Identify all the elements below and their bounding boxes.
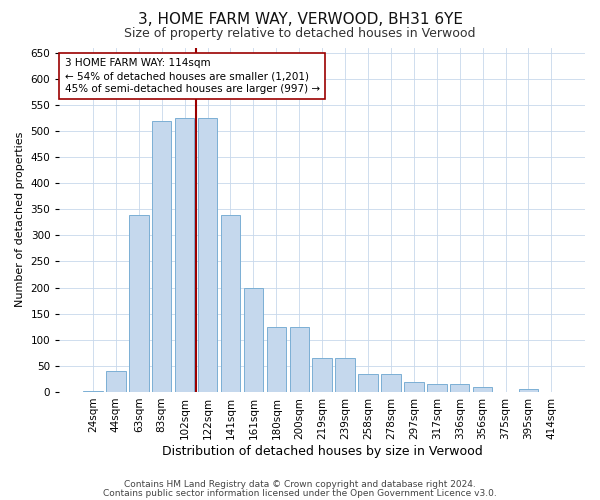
- Bar: [221, 214, 240, 392]
- Bar: [381, 374, 401, 392]
- Bar: [106, 371, 125, 392]
- Text: 3 HOME FARM WAY: 114sqm
← 54% of detached houses are smaller (1,201)
45% of semi: 3 HOME FARM WAY: 114sqm ← 54% of detache…: [65, 58, 320, 94]
- Bar: [129, 214, 149, 392]
- Bar: [427, 384, 446, 392]
- Text: Contains HM Land Registry data © Crown copyright and database right 2024.: Contains HM Land Registry data © Crown c…: [124, 480, 476, 489]
- Bar: [519, 390, 538, 392]
- Bar: [198, 118, 217, 392]
- Bar: [266, 326, 286, 392]
- Bar: [152, 120, 172, 392]
- Bar: [450, 384, 469, 392]
- Bar: [244, 288, 263, 392]
- Y-axis label: Number of detached properties: Number of detached properties: [15, 132, 25, 308]
- Bar: [473, 386, 493, 392]
- X-axis label: Distribution of detached houses by size in Verwood: Distribution of detached houses by size …: [162, 444, 482, 458]
- Text: 3, HOME FARM WAY, VERWOOD, BH31 6YE: 3, HOME FARM WAY, VERWOOD, BH31 6YE: [137, 12, 463, 28]
- Bar: [83, 391, 103, 392]
- Bar: [290, 326, 309, 392]
- Bar: [358, 374, 378, 392]
- Bar: [335, 358, 355, 392]
- Bar: [313, 358, 332, 392]
- Bar: [404, 382, 424, 392]
- Text: Size of property relative to detached houses in Verwood: Size of property relative to detached ho…: [124, 28, 476, 40]
- Text: Contains public sector information licensed under the Open Government Licence v3: Contains public sector information licen…: [103, 488, 497, 498]
- Bar: [175, 118, 194, 392]
